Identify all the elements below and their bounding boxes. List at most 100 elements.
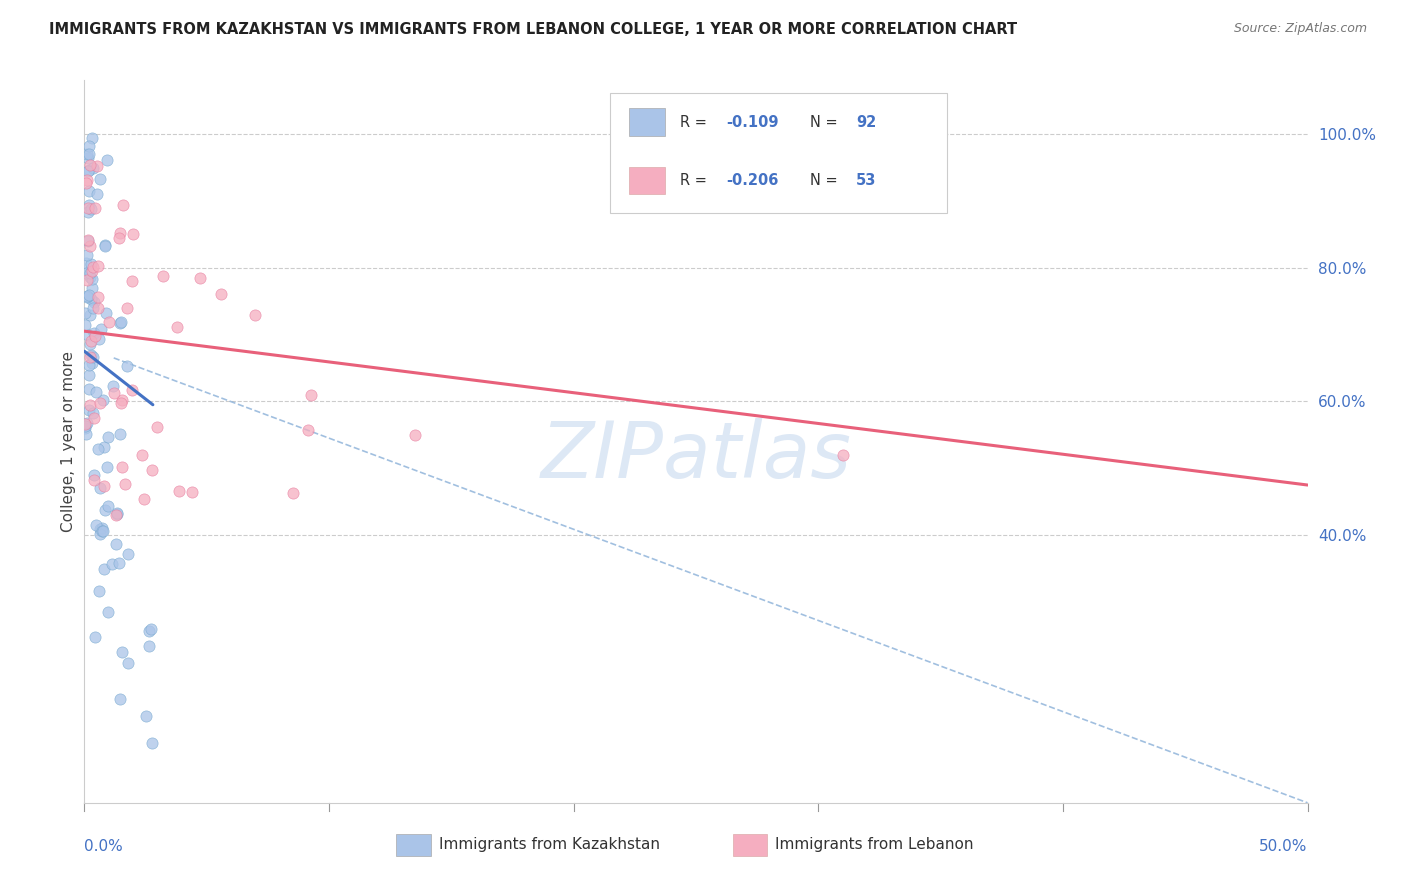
Point xyxy=(101,379,124,393)
Point xyxy=(97,606,120,620)
Point xyxy=(80,348,103,362)
Point xyxy=(93,562,115,576)
Point xyxy=(121,274,143,288)
Point xyxy=(138,624,160,639)
Point xyxy=(152,268,174,283)
Point xyxy=(79,266,101,280)
Point xyxy=(76,289,98,303)
Point xyxy=(83,294,105,309)
Point xyxy=(108,426,131,441)
Point xyxy=(87,332,110,346)
FancyBboxPatch shape xyxy=(610,94,946,212)
Point xyxy=(117,657,139,671)
Bar xyxy=(396,834,430,855)
Text: Source: ZipAtlas.com: Source: ZipAtlas.com xyxy=(1233,22,1367,36)
Text: N =: N = xyxy=(810,115,842,129)
Point xyxy=(108,556,131,570)
Point xyxy=(139,622,162,636)
Point xyxy=(90,524,112,539)
Point xyxy=(84,517,107,532)
Text: Immigrants from Kazakhstan: Immigrants from Kazakhstan xyxy=(439,838,659,852)
Point xyxy=(75,177,97,191)
Point xyxy=(76,417,98,431)
Point xyxy=(299,388,322,402)
Point xyxy=(90,322,112,336)
Point xyxy=(77,368,100,383)
Point xyxy=(96,153,118,167)
Point xyxy=(77,147,100,161)
Point xyxy=(105,537,128,551)
Point xyxy=(89,396,111,410)
Point xyxy=(108,231,131,245)
Text: Immigrants from Lebanon: Immigrants from Lebanon xyxy=(776,838,974,852)
Point xyxy=(77,139,100,153)
Point xyxy=(110,395,132,409)
Point xyxy=(86,187,108,202)
Point xyxy=(77,164,100,178)
Point xyxy=(97,429,120,443)
Point xyxy=(79,158,101,172)
Point xyxy=(83,410,105,425)
Point xyxy=(75,426,97,441)
Point xyxy=(103,386,125,401)
Point xyxy=(77,198,100,212)
Point xyxy=(87,290,110,304)
Point xyxy=(77,163,100,178)
Point xyxy=(79,337,101,351)
Point xyxy=(76,173,98,187)
Point xyxy=(93,503,115,517)
Point xyxy=(97,315,120,329)
Point xyxy=(87,584,110,599)
Point xyxy=(297,423,319,437)
Point xyxy=(73,306,96,320)
Point xyxy=(86,442,108,456)
Point xyxy=(146,419,169,434)
Point xyxy=(105,506,128,520)
Point xyxy=(89,526,111,541)
Point xyxy=(122,227,145,241)
Point xyxy=(79,398,101,412)
Point xyxy=(73,418,96,433)
Text: -0.206: -0.206 xyxy=(727,173,779,188)
Point xyxy=(96,306,118,320)
Point xyxy=(166,320,188,334)
Point xyxy=(188,271,211,285)
Point xyxy=(75,417,97,432)
Point xyxy=(138,639,160,653)
Point xyxy=(141,462,163,476)
Point xyxy=(77,403,100,417)
Point xyxy=(80,334,103,349)
Point xyxy=(82,351,104,365)
Text: N =: N = xyxy=(810,173,842,188)
Point xyxy=(135,709,157,723)
Text: 92: 92 xyxy=(856,115,876,129)
Point xyxy=(831,448,853,462)
Point xyxy=(141,735,163,749)
Text: 50.0%: 50.0% xyxy=(1260,838,1308,854)
Point xyxy=(80,264,103,278)
Point xyxy=(104,508,127,522)
Point xyxy=(77,201,100,215)
Point xyxy=(105,507,128,521)
Point xyxy=(404,427,426,442)
Text: R =: R = xyxy=(681,115,711,129)
Point xyxy=(89,481,111,495)
Point xyxy=(132,492,155,507)
Point xyxy=(115,359,138,374)
Point xyxy=(243,308,266,322)
Point xyxy=(77,151,100,165)
Point xyxy=(84,384,107,399)
Point xyxy=(83,326,105,341)
Point xyxy=(77,288,100,302)
Point xyxy=(83,473,105,487)
Point xyxy=(111,393,134,408)
Point xyxy=(115,301,138,315)
Point xyxy=(80,272,103,286)
Point xyxy=(82,301,104,315)
Point xyxy=(86,159,108,173)
Point xyxy=(93,238,115,252)
Point xyxy=(76,248,98,262)
Point xyxy=(108,226,131,240)
Bar xyxy=(733,834,766,855)
Point xyxy=(87,301,110,315)
